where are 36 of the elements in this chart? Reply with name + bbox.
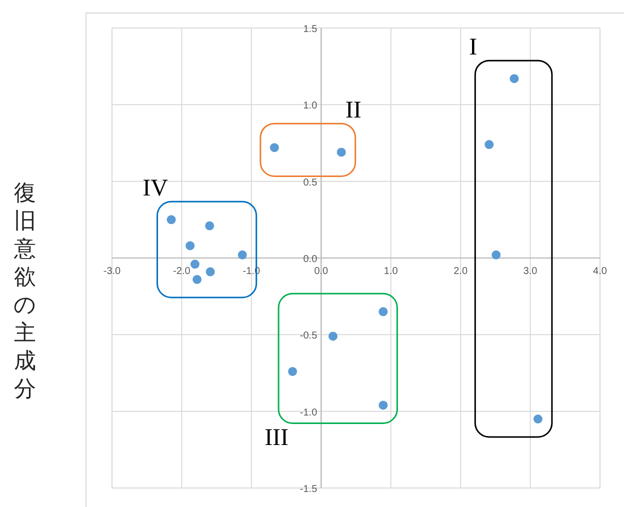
- point: [336, 148, 346, 157]
- y-tick-label: 0.5: [303, 177, 318, 188]
- x-tick-label: -2.0: [173, 266, 191, 277]
- x-tick-label: -3.0: [103, 266, 122, 277]
- x-tick-label: 3.0: [523, 266, 538, 277]
- y-tick-label: 1.5: [303, 24, 318, 35]
- x-tick-label: 4.0: [593, 266, 608, 277]
- point: [328, 332, 338, 341]
- y-tick-label: -1.5: [300, 484, 318, 495]
- y-tick-label: 0.0: [303, 254, 318, 265]
- point: [238, 250, 247, 260]
- x-tick-label: 2.0: [454, 266, 468, 277]
- point: [270, 143, 279, 152]
- point: [533, 414, 542, 424]
- point: [484, 140, 494, 150]
- y-tick-label: -0.5: [300, 330, 318, 342]
- point: [192, 274, 202, 284]
- x-tick-label: 0.0: [314, 266, 329, 277]
- y-tick-label: -1.0: [300, 407, 318, 418]
- point: [206, 267, 215, 276]
- point: [190, 260, 200, 269]
- point: [378, 307, 388, 316]
- annotation: I: [469, 34, 478, 61]
- annotation: II: [345, 98, 362, 124]
- point: [492, 250, 501, 260]
- point: [288, 366, 298, 376]
- annotation: III: [264, 425, 289, 452]
- x-tick-label: 1.0: [384, 266, 398, 277]
- point: [205, 221, 214, 230]
- point: [378, 400, 388, 410]
- point: [186, 241, 195, 250]
- y-axis-title: 復旧意欲の主成分: [13, 180, 36, 401]
- annotation: IV: [142, 176, 169, 202]
- y-tick-label: 1.0: [303, 100, 318, 112]
- point: [166, 215, 176, 224]
- point: [510, 74, 519, 84]
